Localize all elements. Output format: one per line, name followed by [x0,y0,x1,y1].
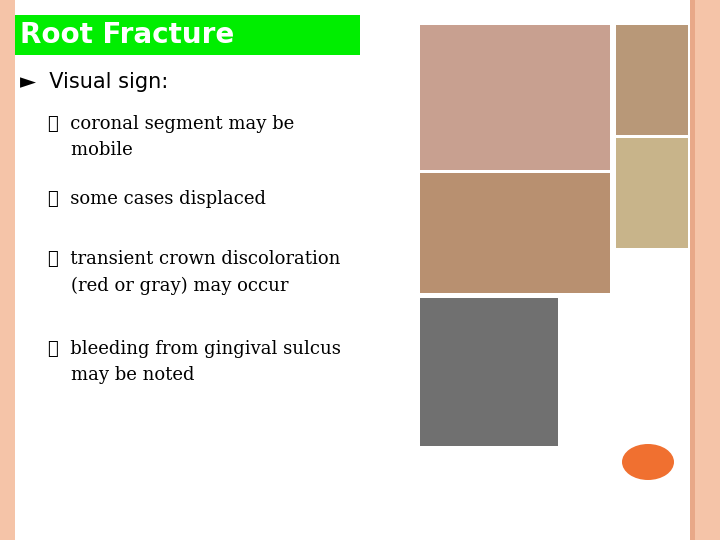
FancyBboxPatch shape [690,0,695,540]
FancyBboxPatch shape [15,15,360,55]
Text: ►  Visual sign:: ► Visual sign: [20,72,168,92]
Text: ✓  transient crown discoloration
    (red or gray) may occur: ✓ transient crown discoloration (red or … [48,250,341,295]
Text: Root Fracture: Root Fracture [20,21,234,49]
Text: ✓  some cases displaced: ✓ some cases displaced [48,190,266,208]
FancyBboxPatch shape [420,298,558,446]
FancyBboxPatch shape [420,25,610,170]
FancyBboxPatch shape [420,173,610,293]
FancyBboxPatch shape [0,0,15,540]
Text: ✓  bleeding from gingival sulcus
    may be noted: ✓ bleeding from gingival sulcus may be n… [48,340,341,384]
FancyBboxPatch shape [616,25,688,135]
Ellipse shape [622,444,674,480]
FancyBboxPatch shape [695,0,720,540]
Text: ✓  coronal segment may be
    mobile: ✓ coronal segment may be mobile [48,115,294,159]
FancyBboxPatch shape [616,138,688,248]
